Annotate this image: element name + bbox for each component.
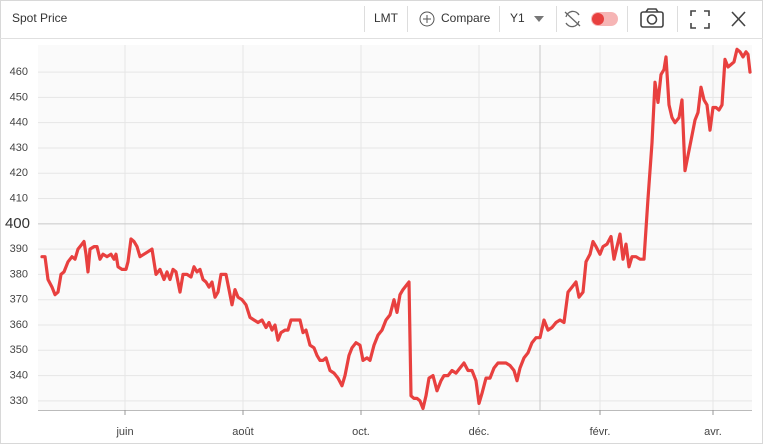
- y-tick-label: 360: [10, 319, 28, 331]
- separators: [364, 6, 678, 32]
- y-tick-label: 350: [10, 344, 28, 356]
- y-tick-label: 400: [5, 215, 30, 232]
- x-tick-label: déc.: [469, 426, 490, 438]
- x-tick-label: juin: [115, 426, 133, 438]
- symbol[interactable]: LMT: [374, 11, 399, 25]
- y-tick-label: 450: [10, 91, 28, 103]
- y-tick-label: 420: [10, 167, 28, 179]
- y-tick-label: 410: [10, 192, 28, 204]
- x-tick-label: avr.: [704, 426, 722, 438]
- y-tick-label: 340: [10, 370, 28, 382]
- compare[interactable]: Compare: [441, 11, 491, 25]
- fullscreen-icon[interactable]: [690, 10, 710, 29]
- title: Spot Price: [12, 11, 68, 25]
- y-tick-label: 370: [10, 294, 28, 306]
- price-line: [40, 47, 752, 411]
- compare-icon[interactable]: [419, 11, 435, 27]
- x-tick-label: févr.: [590, 426, 611, 438]
- y-tick-label: 430: [10, 142, 28, 154]
- range-dropdown[interactable]: [534, 16, 544, 22]
- sync-icon[interactable]: [564, 10, 581, 28]
- x-tick-label: oct.: [352, 426, 370, 438]
- close-icon[interactable]: [731, 11, 746, 27]
- y-tick-label: 390: [10, 243, 28, 255]
- y-tick-label: 460: [10, 66, 28, 78]
- plot-area: [38, 45, 752, 410]
- y-tick-label: 380: [10, 268, 28, 280]
- y-tick-label: 440: [10, 117, 28, 129]
- range[interactable]: Y1: [510, 11, 525, 25]
- toggle[interactable]: [591, 12, 618, 26]
- x-tick-label: août: [232, 426, 253, 438]
- camera-icon[interactable]: [640, 8, 664, 28]
- y-tick-label: 330: [10, 395, 28, 407]
